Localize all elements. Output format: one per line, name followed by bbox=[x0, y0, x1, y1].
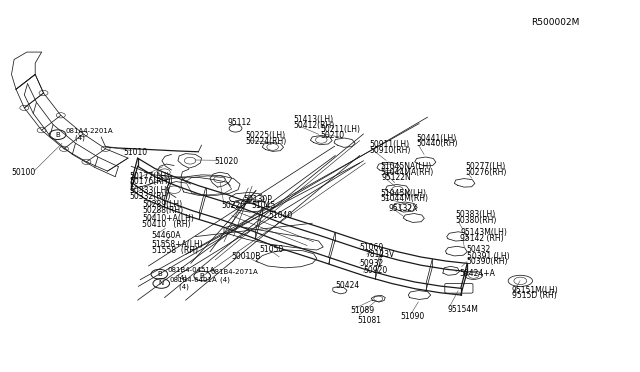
Text: 50332(RH): 50332(RH) bbox=[129, 192, 171, 201]
Text: B: B bbox=[200, 273, 205, 279]
Text: 50932: 50932 bbox=[360, 259, 384, 268]
Text: 081B4-6401A
    (4): 081B4-6401A (4) bbox=[170, 277, 218, 290]
Text: 50211(LH): 50211(LH) bbox=[320, 125, 360, 134]
Text: 50277(LH): 50277(LH) bbox=[465, 162, 506, 171]
Text: 50177(LH): 50177(LH) bbox=[129, 172, 170, 181]
Text: R500002M: R500002M bbox=[531, 18, 580, 27]
Text: 50390(RH): 50390(RH) bbox=[467, 257, 508, 266]
Text: 51044MA(RH): 51044MA(RH) bbox=[380, 168, 433, 177]
Text: 95151M(LH): 95151M(LH) bbox=[512, 286, 559, 295]
Text: 50410+A(LH): 50410+A(LH) bbox=[142, 214, 194, 223]
Text: B: B bbox=[55, 132, 60, 138]
Text: 50210: 50210 bbox=[320, 131, 344, 140]
Text: 51081: 51081 bbox=[357, 316, 381, 325]
Text: 51060: 51060 bbox=[360, 243, 384, 251]
Text: 50383(LH): 50383(LH) bbox=[455, 210, 495, 219]
Text: B: B bbox=[157, 271, 162, 277]
Text: 50225(LH): 50225(LH) bbox=[246, 131, 286, 140]
Text: 95154M: 95154M bbox=[448, 305, 479, 314]
Text: 081B4-2071A
    (4): 081B4-2071A (4) bbox=[211, 269, 259, 283]
Text: 50911(LH): 50911(LH) bbox=[369, 140, 410, 149]
Text: 50432: 50432 bbox=[467, 245, 491, 254]
Text: 50412(RH): 50412(RH) bbox=[294, 121, 335, 130]
Text: 50910(RH): 50910(RH) bbox=[369, 146, 411, 155]
Text: 50176(RH): 50176(RH) bbox=[129, 177, 171, 186]
Text: 51045NA(LH): 51045NA(LH) bbox=[380, 162, 431, 171]
Text: 78123V: 78123V bbox=[365, 250, 395, 259]
Text: 95132X: 95132X bbox=[388, 204, 418, 213]
Text: 54460A: 54460A bbox=[152, 231, 181, 240]
Text: 50391 (LH): 50391 (LH) bbox=[467, 252, 509, 261]
Text: 95122N: 95122N bbox=[381, 173, 411, 182]
Text: 51044M(RH): 51044M(RH) bbox=[380, 194, 428, 203]
Text: 51558  (RH): 51558 (RH) bbox=[152, 246, 198, 255]
Text: 95142 (RH): 95142 (RH) bbox=[460, 234, 504, 243]
Text: 50424: 50424 bbox=[335, 281, 360, 290]
Text: 50440(RH): 50440(RH) bbox=[416, 140, 458, 148]
Text: 51045N(LH): 51045N(LH) bbox=[380, 189, 426, 198]
Text: 51090: 51090 bbox=[401, 312, 425, 321]
Text: 9515D (RH): 9515D (RH) bbox=[512, 291, 557, 300]
Text: 50276(RH): 50276(RH) bbox=[465, 168, 507, 177]
Text: 51413(LH): 51413(LH) bbox=[294, 115, 334, 124]
Text: 50441(LH): 50441(LH) bbox=[416, 134, 456, 143]
Text: 50100: 50100 bbox=[12, 169, 36, 177]
Text: 51020: 51020 bbox=[214, 157, 239, 166]
Text: N: N bbox=[159, 280, 164, 286]
Text: 51089: 51089 bbox=[350, 306, 374, 315]
Text: 50289(LH): 50289(LH) bbox=[142, 200, 182, 209]
Text: 081A4-2201A
    (4): 081A4-2201A (4) bbox=[66, 128, 113, 141]
Text: 50424+A: 50424+A bbox=[460, 269, 495, 278]
Text: 51558+A(LH): 51558+A(LH) bbox=[152, 240, 204, 249]
Text: 50010B: 50010B bbox=[232, 252, 261, 261]
Text: 50920: 50920 bbox=[364, 266, 388, 275]
Text: 95143M(LH): 95143M(LH) bbox=[460, 228, 507, 237]
Text: 50380(RH): 50380(RH) bbox=[455, 216, 497, 225]
Text: 50410   (RH): 50410 (RH) bbox=[142, 220, 191, 229]
Text: 50288(RH): 50288(RH) bbox=[142, 206, 183, 215]
Text: 51040: 51040 bbox=[269, 211, 293, 220]
Text: 50130P: 50130P bbox=[244, 195, 273, 204]
Text: 51010: 51010 bbox=[124, 148, 148, 157]
Text: 50333(LH): 50333(LH) bbox=[129, 186, 170, 195]
Text: 51050: 51050 bbox=[259, 246, 284, 254]
Text: 50224(RH): 50224(RH) bbox=[246, 137, 287, 146]
Text: 50220: 50220 bbox=[221, 201, 246, 210]
Text: 081B4-0451A
    (4): 081B4-0451A (4) bbox=[168, 267, 215, 281]
Text: 95112: 95112 bbox=[228, 118, 252, 126]
Text: 51045: 51045 bbox=[252, 201, 276, 210]
